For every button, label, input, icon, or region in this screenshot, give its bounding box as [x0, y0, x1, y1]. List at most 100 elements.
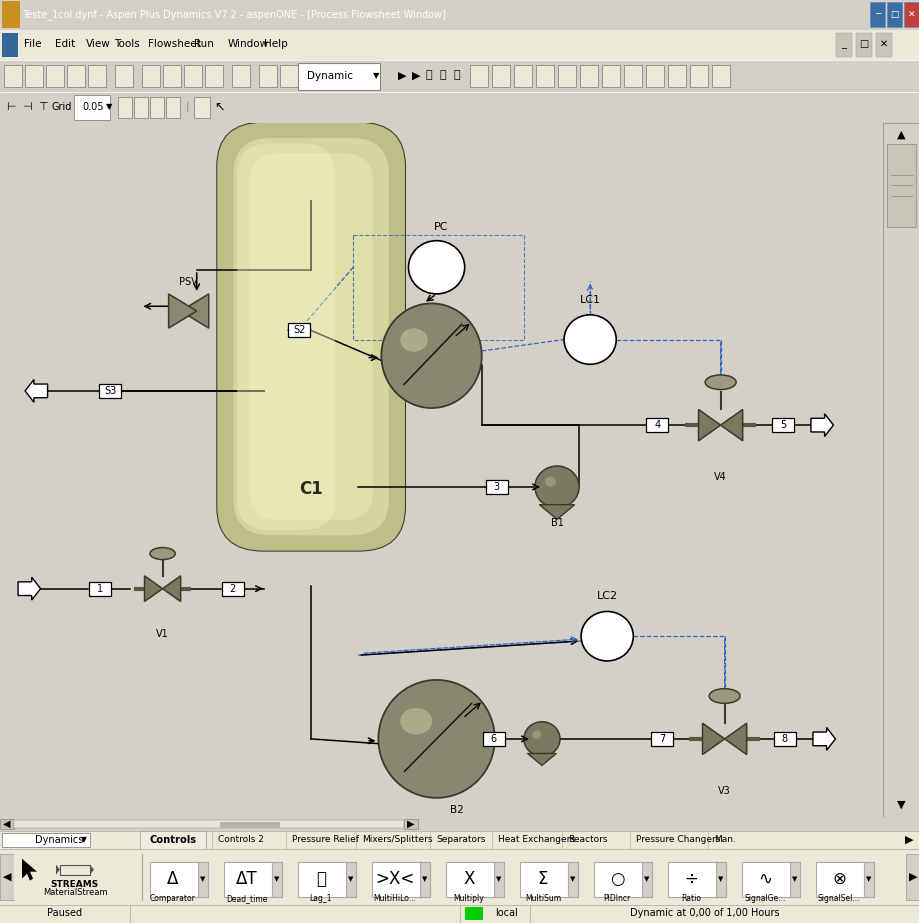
- Bar: [25, 65, 43, 88]
- Bar: [446, 862, 504, 896]
- Text: S3: S3: [104, 386, 117, 396]
- Text: Multiply: Multiply: [453, 894, 483, 903]
- FancyBboxPatch shape: [217, 123, 404, 551]
- Polygon shape: [144, 576, 163, 602]
- Text: ⌒: ⌒: [315, 869, 325, 888]
- FancyBboxPatch shape: [233, 138, 389, 535]
- Bar: [0, 819, 14, 829]
- Text: ∿: ∿: [757, 869, 771, 888]
- Text: Paused: Paused: [48, 908, 83, 918]
- Text: ▼: ▼: [106, 102, 112, 112]
- Text: B2: B2: [449, 805, 463, 815]
- Bar: [346, 862, 356, 896]
- Text: Teste_1col.dynf - Aspen Plus Dynamics V7.2 - aspenONE - [Process Flowsheet Windo: Teste_1col.dynf - Aspen Plus Dynamics V7…: [22, 9, 446, 20]
- Bar: [353, 235, 523, 340]
- Bar: [623, 65, 641, 88]
- Bar: [140, 831, 206, 849]
- Text: SignalGe...: SignalGe...: [743, 894, 785, 903]
- Polygon shape: [527, 753, 556, 765]
- Text: PIDIncr: PIDIncr: [603, 894, 630, 903]
- Bar: [4, 65, 22, 88]
- Bar: [494, 862, 504, 896]
- Text: 5: 5: [779, 420, 785, 430]
- Bar: [771, 418, 793, 432]
- Text: Tools: Tools: [114, 39, 140, 49]
- Text: Separators: Separators: [436, 835, 485, 845]
- Text: Heat Exchangers: Heat Exchangers: [497, 835, 574, 845]
- Text: Mixers/Splitters: Mixers/Splitters: [361, 835, 432, 845]
- Ellipse shape: [400, 329, 427, 352]
- Bar: [14, 820, 403, 828]
- Text: ✕: ✕: [879, 39, 887, 49]
- Circle shape: [408, 241, 464, 294]
- Bar: [298, 63, 380, 90]
- Bar: [99, 384, 121, 398]
- Bar: [0, 849, 919, 905]
- Text: PC: PC: [434, 222, 448, 233]
- Text: ◀: ◀: [4, 819, 11, 829]
- Bar: [0, 854, 14, 900]
- Bar: [150, 862, 208, 896]
- Text: ⊗: ⊗: [831, 869, 845, 888]
- Polygon shape: [18, 577, 40, 600]
- Bar: [689, 65, 708, 88]
- Text: ▶: ▶: [407, 819, 414, 829]
- Bar: [184, 65, 202, 88]
- Bar: [875, 32, 891, 57]
- Bar: [519, 862, 577, 896]
- Text: Edit: Edit: [55, 39, 75, 49]
- Text: ▼: ▼: [274, 877, 279, 882]
- Text: local: local: [494, 908, 517, 918]
- Bar: [298, 862, 356, 896]
- Bar: [715, 862, 725, 896]
- Text: 6: 6: [490, 734, 496, 744]
- Bar: [279, 65, 298, 88]
- Text: STREAMS: STREAMS: [51, 881, 99, 889]
- Ellipse shape: [704, 375, 735, 390]
- Bar: [232, 65, 250, 88]
- Text: ⊣: ⊣: [22, 102, 32, 112]
- Text: ▶: ▶: [398, 70, 406, 80]
- Text: Dynamics: Dynamics: [35, 834, 84, 845]
- Text: 3: 3: [494, 482, 499, 492]
- Polygon shape: [702, 724, 724, 755]
- Text: 1: 1: [97, 583, 103, 593]
- Text: V3: V3: [718, 786, 731, 797]
- Bar: [567, 862, 577, 896]
- Text: Controls: Controls: [149, 834, 197, 845]
- Text: Dynamic at 0,00 of 1,00 Hours: Dynamic at 0,00 of 1,00 Hours: [630, 908, 778, 918]
- Text: ○: ○: [609, 869, 624, 888]
- Bar: [74, 95, 110, 120]
- Polygon shape: [90, 865, 94, 875]
- Text: ▼: ▼: [200, 877, 206, 882]
- Text: B1: B1: [550, 518, 562, 528]
- FancyBboxPatch shape: [217, 123, 404, 551]
- Ellipse shape: [150, 547, 175, 559]
- Text: >X<: >X<: [375, 869, 414, 888]
- Text: □: □: [890, 10, 898, 19]
- Text: ▶: ▶: [412, 70, 420, 80]
- Polygon shape: [720, 410, 742, 441]
- Text: ⊢: ⊢: [6, 102, 16, 112]
- Bar: [2, 833, 90, 846]
- Text: V4: V4: [713, 473, 726, 483]
- Bar: [89, 581, 111, 595]
- Text: 7: 7: [659, 734, 664, 744]
- Text: Lag_1: Lag_1: [310, 894, 332, 903]
- Text: Flowsheet: Flowsheet: [148, 39, 200, 49]
- Text: ⏮: ⏮: [439, 70, 446, 80]
- Bar: [641, 862, 652, 896]
- Polygon shape: [810, 414, 833, 437]
- Text: ÷: ÷: [684, 869, 698, 888]
- Circle shape: [581, 611, 632, 661]
- Bar: [0, 831, 919, 849]
- Bar: [536, 65, 553, 88]
- Text: MultiHiLo...: MultiHiLo...: [373, 894, 416, 903]
- Bar: [485, 480, 507, 494]
- Text: Man.: Man.: [713, 835, 735, 845]
- Text: ▼: ▼: [643, 877, 649, 882]
- Text: ΔT: ΔT: [236, 869, 257, 888]
- Bar: [272, 862, 282, 896]
- Text: □: □: [858, 39, 868, 49]
- Polygon shape: [180, 294, 209, 329]
